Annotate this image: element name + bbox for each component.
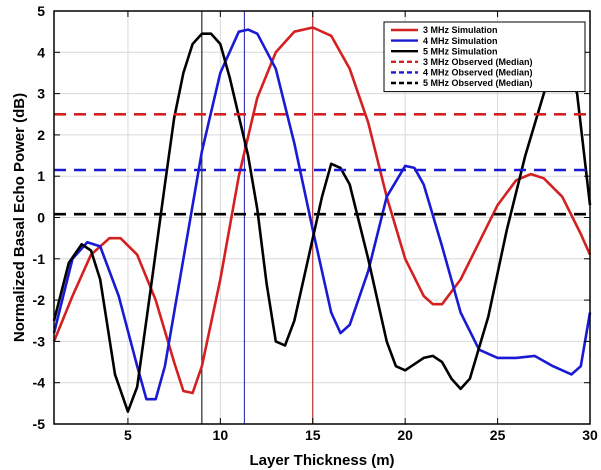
x-tick-label: 15 [305,427,321,443]
x-tick-label: 30 [582,427,598,443]
series-line [52,28,592,401]
x-tick-label: 10 [213,427,229,443]
legend-label: 3 MHz Observed (Median) [423,57,533,67]
legend-label: 5 MHz Simulation [423,46,498,56]
legend-label: 3 MHz Simulation [423,25,498,35]
x-tick-label: 5 [124,427,132,443]
y-tick-label: -3 [33,333,46,349]
y-tick-label: -5 [33,416,46,432]
y-tick-label: 1 [37,168,45,184]
y-tick-label: 0 [37,210,45,226]
legend-box [383,21,586,93]
y-tick-label: -4 [33,375,46,391]
series-line [52,32,592,413]
axis-ticks [54,10,591,425]
tick-labels: 5 10 15 20 25 30 -5 -4 -3 -2 -1 0 1 2 3 4 5 [33,3,598,443]
y-tick-label: -1 [33,251,46,267]
y-axis-label: Normalized Basal Echo Power (dB) [11,93,28,342]
y-tick-label: -2 [33,292,46,308]
legend-label: 4 MHz Observed (Median) [423,68,533,78]
y-tick-label: 2 [37,127,45,143]
y-tick-label: 4 [37,44,45,60]
legend-label: 5 MHz Observed (Median) [423,78,533,88]
legend-label: 4 MHz Simulation [423,36,498,46]
vertical-markers [201,11,314,424]
series-lines [52,26,592,413]
y-tick-label: 3 [37,86,45,102]
x-tick-label: 20 [397,427,413,443]
x-axis-label: Layer Thickness (m) [249,452,394,469]
y-tick-label: 5 [37,3,45,19]
x-tick-label: 25 [490,427,506,443]
series-line [52,26,592,395]
